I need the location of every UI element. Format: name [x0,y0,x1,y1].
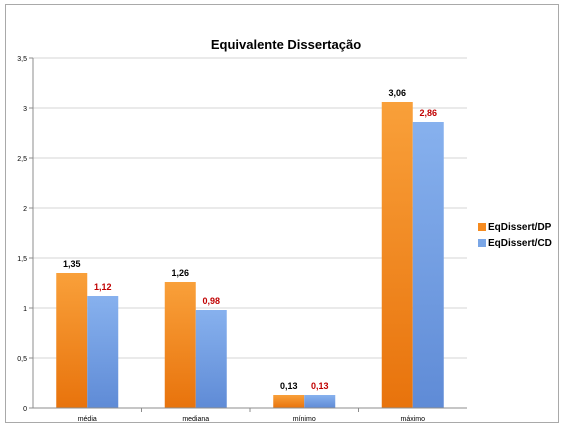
bar [381,102,413,408]
y-tick-label: 0 [23,406,27,413]
bar [56,273,88,408]
y-tick-label: 3,5 [17,56,27,63]
data-label: 3,06 [388,88,406,98]
data-label: 2,86 [419,108,437,118]
x-tick-label: mediana [182,416,209,423]
data-label: 0,13 [311,381,329,391]
bar [273,395,305,408]
data-label: 1,26 [171,268,189,278]
y-tick-label: 3 [23,106,27,113]
chart-title: Equivalente Dissertação [211,37,361,52]
data-label: 0,13 [280,381,298,391]
legend-swatch-cd [478,239,486,247]
y-tick-label: 2,5 [17,156,27,163]
x-tick-label: máximo [400,416,425,423]
legend-swatch-dp [478,223,486,231]
y-tick-label: 1,5 [17,256,27,263]
legend-item-cd: EqDissert/CD [478,235,552,251]
bar [195,310,227,408]
legend-label-dp: EqDissert/DP [488,221,552,233]
data-label: 1,35 [63,259,81,269]
data-label: 0,98 [202,296,220,306]
data-label: 1,12 [94,282,112,292]
bar [412,122,444,408]
bar [164,282,196,408]
legend-label-cd: EqDissert/CD [488,237,552,249]
bar [87,296,119,408]
legend: EqDissert/DP EqDissert/CD [478,219,552,251]
y-tick-label: 2 [23,206,27,213]
x-tick-label: média [78,416,97,423]
legend-item-dp: EqDissert/DP [478,219,552,235]
bar [304,395,336,408]
x-tick-label: mínimo [293,416,316,423]
y-tick-label: 1 [23,306,27,313]
y-tick-label: 0,5 [17,356,27,363]
